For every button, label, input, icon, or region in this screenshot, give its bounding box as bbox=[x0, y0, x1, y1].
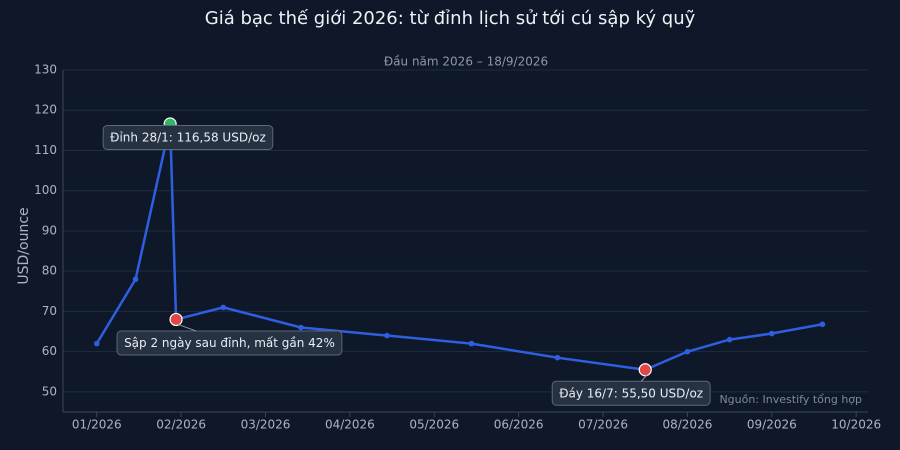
point bbox=[132, 276, 139, 283]
point bbox=[468, 340, 475, 347]
annotation-box bbox=[116, 330, 343, 356]
x-tick-label: 06/2026 bbox=[494, 418, 544, 432]
x-tick-label: 01/2026 bbox=[72, 418, 122, 432]
annotation-arrow bbox=[177, 323, 197, 332]
y-tick-label: 60 bbox=[42, 344, 57, 358]
y-tick-label: 100 bbox=[34, 183, 57, 197]
y-tick-label: 50 bbox=[42, 384, 57, 398]
annotation-text: Đỉnh 28/1: 116,58 USD/oz bbox=[110, 130, 266, 144]
annotation-box bbox=[551, 380, 711, 406]
point bbox=[819, 321, 826, 328]
annotation-arrow bbox=[640, 374, 648, 382]
annotation: Đáy 16/7: 55,50 USD/oz bbox=[551, 374, 711, 406]
y-tick-label: 90 bbox=[42, 223, 57, 237]
y-tick-label: 110 bbox=[34, 143, 57, 157]
y-axis-title: USD/ounce bbox=[16, 207, 32, 284]
point bbox=[769, 330, 775, 337]
x-tick-label: 02/2026 bbox=[156, 418, 206, 432]
x-tick-label: 05/2026 bbox=[409, 418, 459, 432]
highlight-point bbox=[638, 363, 652, 377]
point bbox=[554, 354, 561, 361]
highlight-point bbox=[169, 312, 183, 327]
x-tick-label: 07/2026 bbox=[578, 418, 628, 432]
chart-subtitle: Đầu năm 2026 – 18/9/2026 bbox=[384, 55, 548, 69]
point bbox=[726, 336, 733, 343]
annotation-box bbox=[102, 124, 274, 150]
source-note: Nguồn: Investify tổng hợp bbox=[719, 393, 862, 406]
x-tick-label: 08/2026 bbox=[662, 418, 712, 432]
point bbox=[93, 340, 100, 347]
chart-title: Giá bạc thế giới 2026: từ đỉnh lịch sử t… bbox=[205, 8, 696, 29]
annotation-text: Đáy 16/7: 55,50 USD/oz bbox=[559, 386, 703, 400]
x-tick-label: 03/2026 bbox=[241, 418, 291, 432]
x-tick-label: 10/2026 bbox=[831, 418, 881, 432]
y-tick-label: 80 bbox=[42, 264, 57, 278]
x-tick-label: 04/2026 bbox=[325, 418, 375, 432]
point bbox=[220, 304, 227, 311]
point bbox=[684, 348, 691, 355]
annotation-text: Sập 2 ngày sau đỉnh, mất gần 42% bbox=[124, 336, 335, 350]
annotation: Đỉnh 28/1: 116,58 USD/oz bbox=[102, 124, 274, 150]
point bbox=[298, 324, 304, 331]
annotation: Sập 2 ngày sau đỉnh, mất gần 42% bbox=[116, 323, 343, 356]
y-tick-label: 70 bbox=[42, 304, 57, 318]
y-tick-label: 130 bbox=[34, 63, 57, 77]
y-tick-label: 120 bbox=[34, 103, 57, 117]
line bbox=[95, 122, 823, 372]
point bbox=[384, 332, 390, 339]
x-tick-label: 09/2026 bbox=[747, 418, 797, 432]
